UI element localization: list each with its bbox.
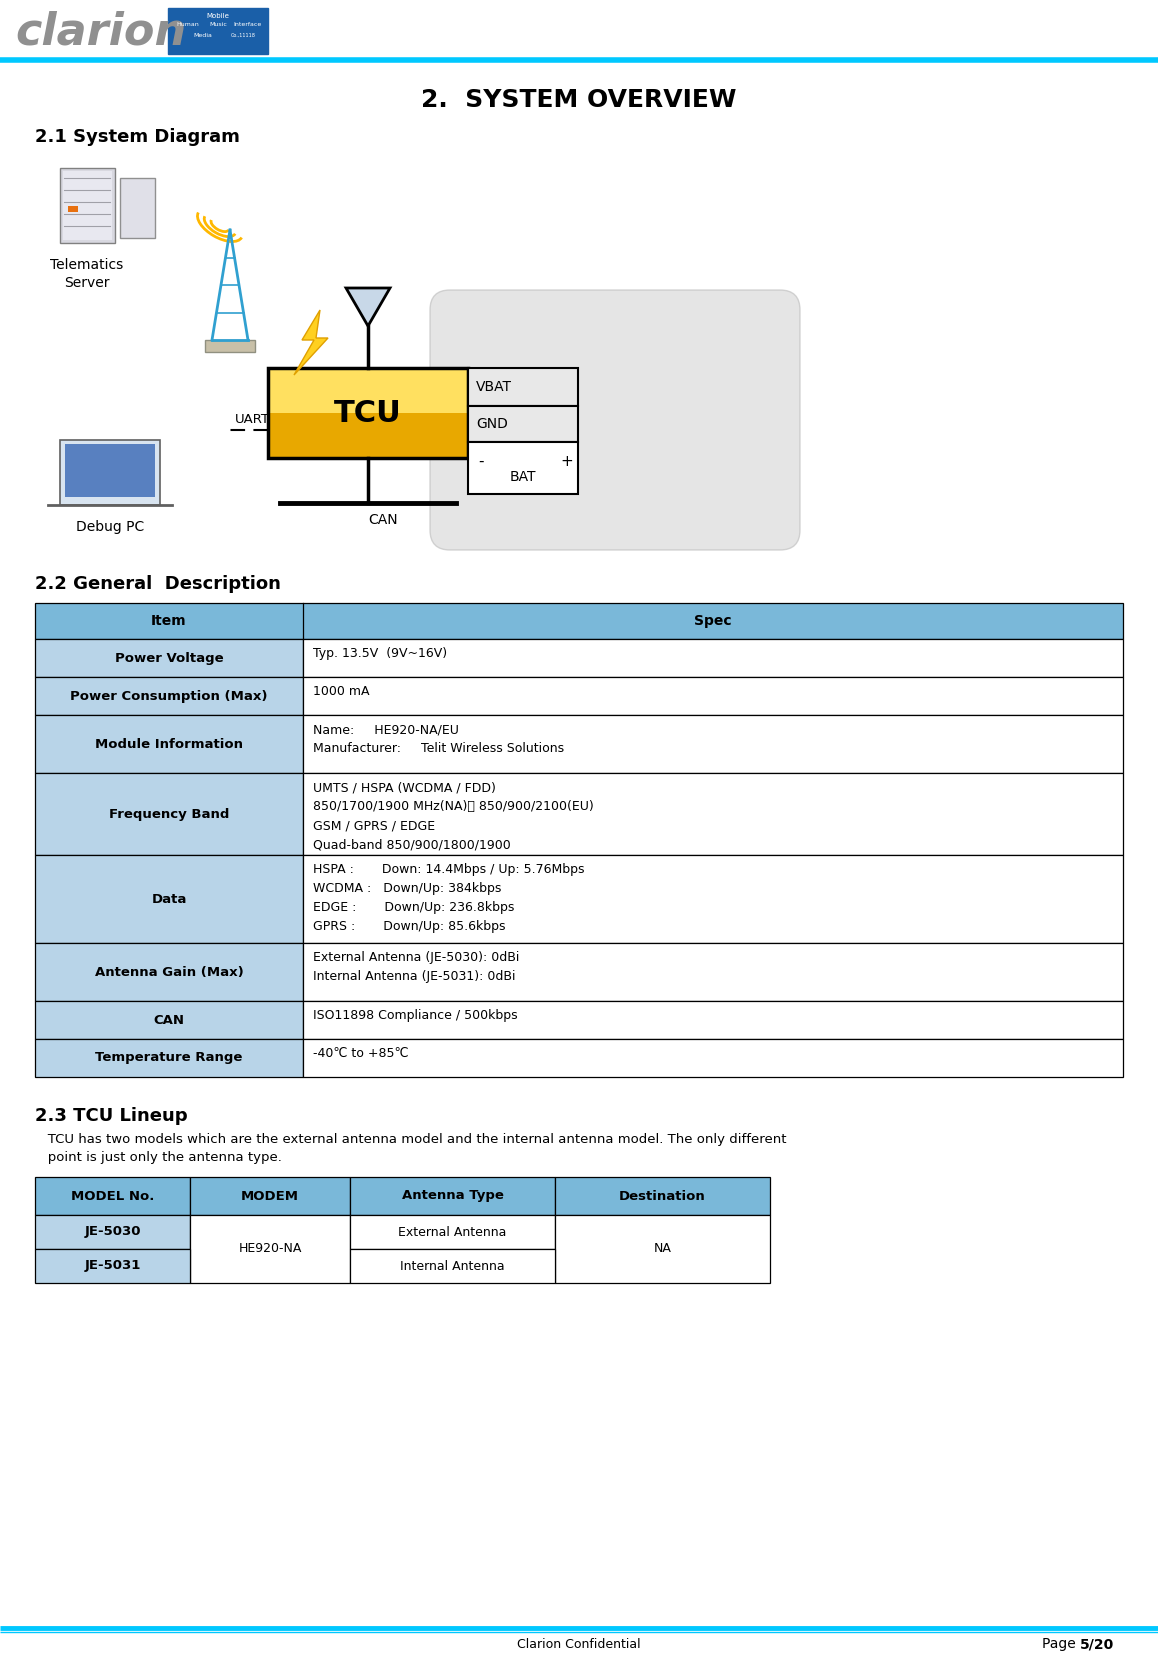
Text: Temperature Range: Temperature Range <box>95 1051 243 1065</box>
Text: clarion: clarion <box>15 10 186 53</box>
Text: Co.,11118: Co.,11118 <box>230 33 256 38</box>
FancyBboxPatch shape <box>68 207 78 212</box>
FancyBboxPatch shape <box>350 1250 555 1283</box>
Text: External Antenna: External Antenna <box>398 1226 507 1238</box>
FancyBboxPatch shape <box>303 943 1123 1001</box>
Text: -40℃ to +85℃: -40℃ to +85℃ <box>313 1046 409 1060</box>
FancyBboxPatch shape <box>35 676 303 715</box>
Text: 5/20: 5/20 <box>1080 1638 1114 1651</box>
FancyBboxPatch shape <box>190 1176 350 1215</box>
FancyBboxPatch shape <box>35 1215 190 1250</box>
Text: 1000 mA: 1000 mA <box>313 685 369 698</box>
Text: Media: Media <box>193 33 212 38</box>
Text: Debug PC: Debug PC <box>76 520 144 535</box>
FancyBboxPatch shape <box>267 368 468 413</box>
Text: 2.2 General  Description: 2.2 General Description <box>35 575 281 593</box>
FancyBboxPatch shape <box>35 943 303 1001</box>
Text: NA: NA <box>653 1243 672 1256</box>
FancyBboxPatch shape <box>468 407 578 441</box>
Text: UART: UART <box>235 413 270 426</box>
FancyBboxPatch shape <box>555 1176 770 1215</box>
FancyBboxPatch shape <box>190 1215 350 1283</box>
Text: Page: Page <box>1042 1638 1080 1651</box>
FancyBboxPatch shape <box>205 340 255 352</box>
FancyBboxPatch shape <box>35 773 303 855</box>
FancyBboxPatch shape <box>303 1040 1123 1076</box>
FancyBboxPatch shape <box>430 290 800 550</box>
FancyBboxPatch shape <box>468 368 578 407</box>
Text: Music: Music <box>210 22 227 27</box>
Text: 2.3 TCU Lineup: 2.3 TCU Lineup <box>35 1106 188 1125</box>
Text: Power Voltage: Power Voltage <box>115 651 223 665</box>
Text: Power Consumption (Max): Power Consumption (Max) <box>71 690 267 703</box>
Text: Antenna Type: Antenna Type <box>402 1190 504 1203</box>
Text: ISO11898 Compliance / 500kbps: ISO11898 Compliance / 500kbps <box>313 1010 518 1021</box>
Text: point is just only the antenna type.: point is just only the antenna type. <box>35 1151 281 1165</box>
Text: HE920-NA: HE920-NA <box>239 1243 302 1256</box>
FancyBboxPatch shape <box>35 603 1123 640</box>
FancyBboxPatch shape <box>555 1215 770 1283</box>
FancyBboxPatch shape <box>468 441 578 495</box>
Text: Interface: Interface <box>234 22 262 27</box>
Text: MODEL No.: MODEL No. <box>71 1190 154 1203</box>
FancyBboxPatch shape <box>350 1215 555 1250</box>
FancyBboxPatch shape <box>35 1250 190 1283</box>
Text: Data: Data <box>152 893 186 906</box>
FancyBboxPatch shape <box>35 640 303 676</box>
FancyBboxPatch shape <box>120 178 155 238</box>
FancyBboxPatch shape <box>35 1176 190 1215</box>
Text: GND: GND <box>476 416 508 431</box>
Text: Item: Item <box>152 615 186 628</box>
Text: BAT: BAT <box>510 470 536 485</box>
FancyBboxPatch shape <box>303 715 1123 773</box>
Text: Antenna Gain (Max): Antenna Gain (Max) <box>95 966 243 978</box>
Text: Module Information: Module Information <box>95 738 243 750</box>
Text: VBAT: VBAT <box>476 380 512 393</box>
Text: Name:     HE920-NA/EU
Manufacturer:     Telit Wireless Solutions: Name: HE920-NA/EU Manufacturer: Telit Wi… <box>313 723 564 755</box>
FancyBboxPatch shape <box>267 413 468 458</box>
FancyBboxPatch shape <box>65 445 155 496</box>
FancyBboxPatch shape <box>35 1001 303 1040</box>
Text: TCU has two models which are the external antenna model and the internal antenna: TCU has two models which are the externa… <box>35 1133 786 1146</box>
Text: MODEM: MODEM <box>241 1190 299 1203</box>
Text: CAN: CAN <box>154 1013 184 1026</box>
FancyBboxPatch shape <box>35 715 303 773</box>
FancyBboxPatch shape <box>60 440 160 505</box>
FancyBboxPatch shape <box>350 1176 555 1215</box>
Text: UMTS / HSPA (WCDMA / FDD)
850/1700/1900 MHz(NA)， 850/900/2100(EU)
GSM / GPRS / E: UMTS / HSPA (WCDMA / FDD) 850/1700/1900 … <box>313 781 594 851</box>
Text: +: + <box>560 455 573 470</box>
FancyBboxPatch shape <box>303 773 1123 855</box>
FancyBboxPatch shape <box>168 8 267 53</box>
FancyBboxPatch shape <box>35 1040 303 1076</box>
Text: Frequency Band: Frequency Band <box>109 808 229 820</box>
Text: 2.  SYSTEM OVERVIEW: 2. SYSTEM OVERVIEW <box>422 88 736 112</box>
Text: HSPA :       Down: 14.4Mbps / Up: 5.76Mbps
WCDMA :   Down/Up: 384kbps
EDGE :    : HSPA : Down: 14.4Mbps / Up: 5.76Mbps WCD… <box>313 863 585 933</box>
FancyBboxPatch shape <box>303 640 1123 676</box>
Text: JE-5030: JE-5030 <box>85 1226 141 1238</box>
FancyBboxPatch shape <box>303 676 1123 715</box>
Text: Clarion Confidential: Clarion Confidential <box>518 1638 640 1651</box>
FancyBboxPatch shape <box>60 168 115 243</box>
FancyBboxPatch shape <box>303 855 1123 943</box>
Text: TCU: TCU <box>335 398 402 428</box>
Text: Mobile: Mobile <box>206 13 229 18</box>
FancyBboxPatch shape <box>63 172 112 240</box>
Text: -: - <box>478 455 484 470</box>
Text: CAN: CAN <box>368 513 398 526</box>
Text: Internal Antenna: Internal Antenna <box>401 1259 505 1273</box>
FancyBboxPatch shape <box>35 855 303 943</box>
Polygon shape <box>346 288 390 327</box>
Text: External Antenna (JE-5030): 0dBi
Internal Antenna (JE-5031): 0dBi: External Antenna (JE-5030): 0dBi Interna… <box>313 951 520 983</box>
Text: Human: Human <box>177 22 199 27</box>
Text: Spec: Spec <box>694 615 732 628</box>
Text: JE-5031: JE-5031 <box>85 1259 140 1273</box>
Text: Destination: Destination <box>620 1190 706 1203</box>
Text: Typ. 13.5V  (9V~16V): Typ. 13.5V (9V~16V) <box>313 646 447 660</box>
Polygon shape <box>294 310 328 375</box>
Text: 2.1 System Diagram: 2.1 System Diagram <box>35 128 240 147</box>
Text: Telematics
Server: Telematics Server <box>51 258 124 290</box>
FancyBboxPatch shape <box>303 1001 1123 1040</box>
